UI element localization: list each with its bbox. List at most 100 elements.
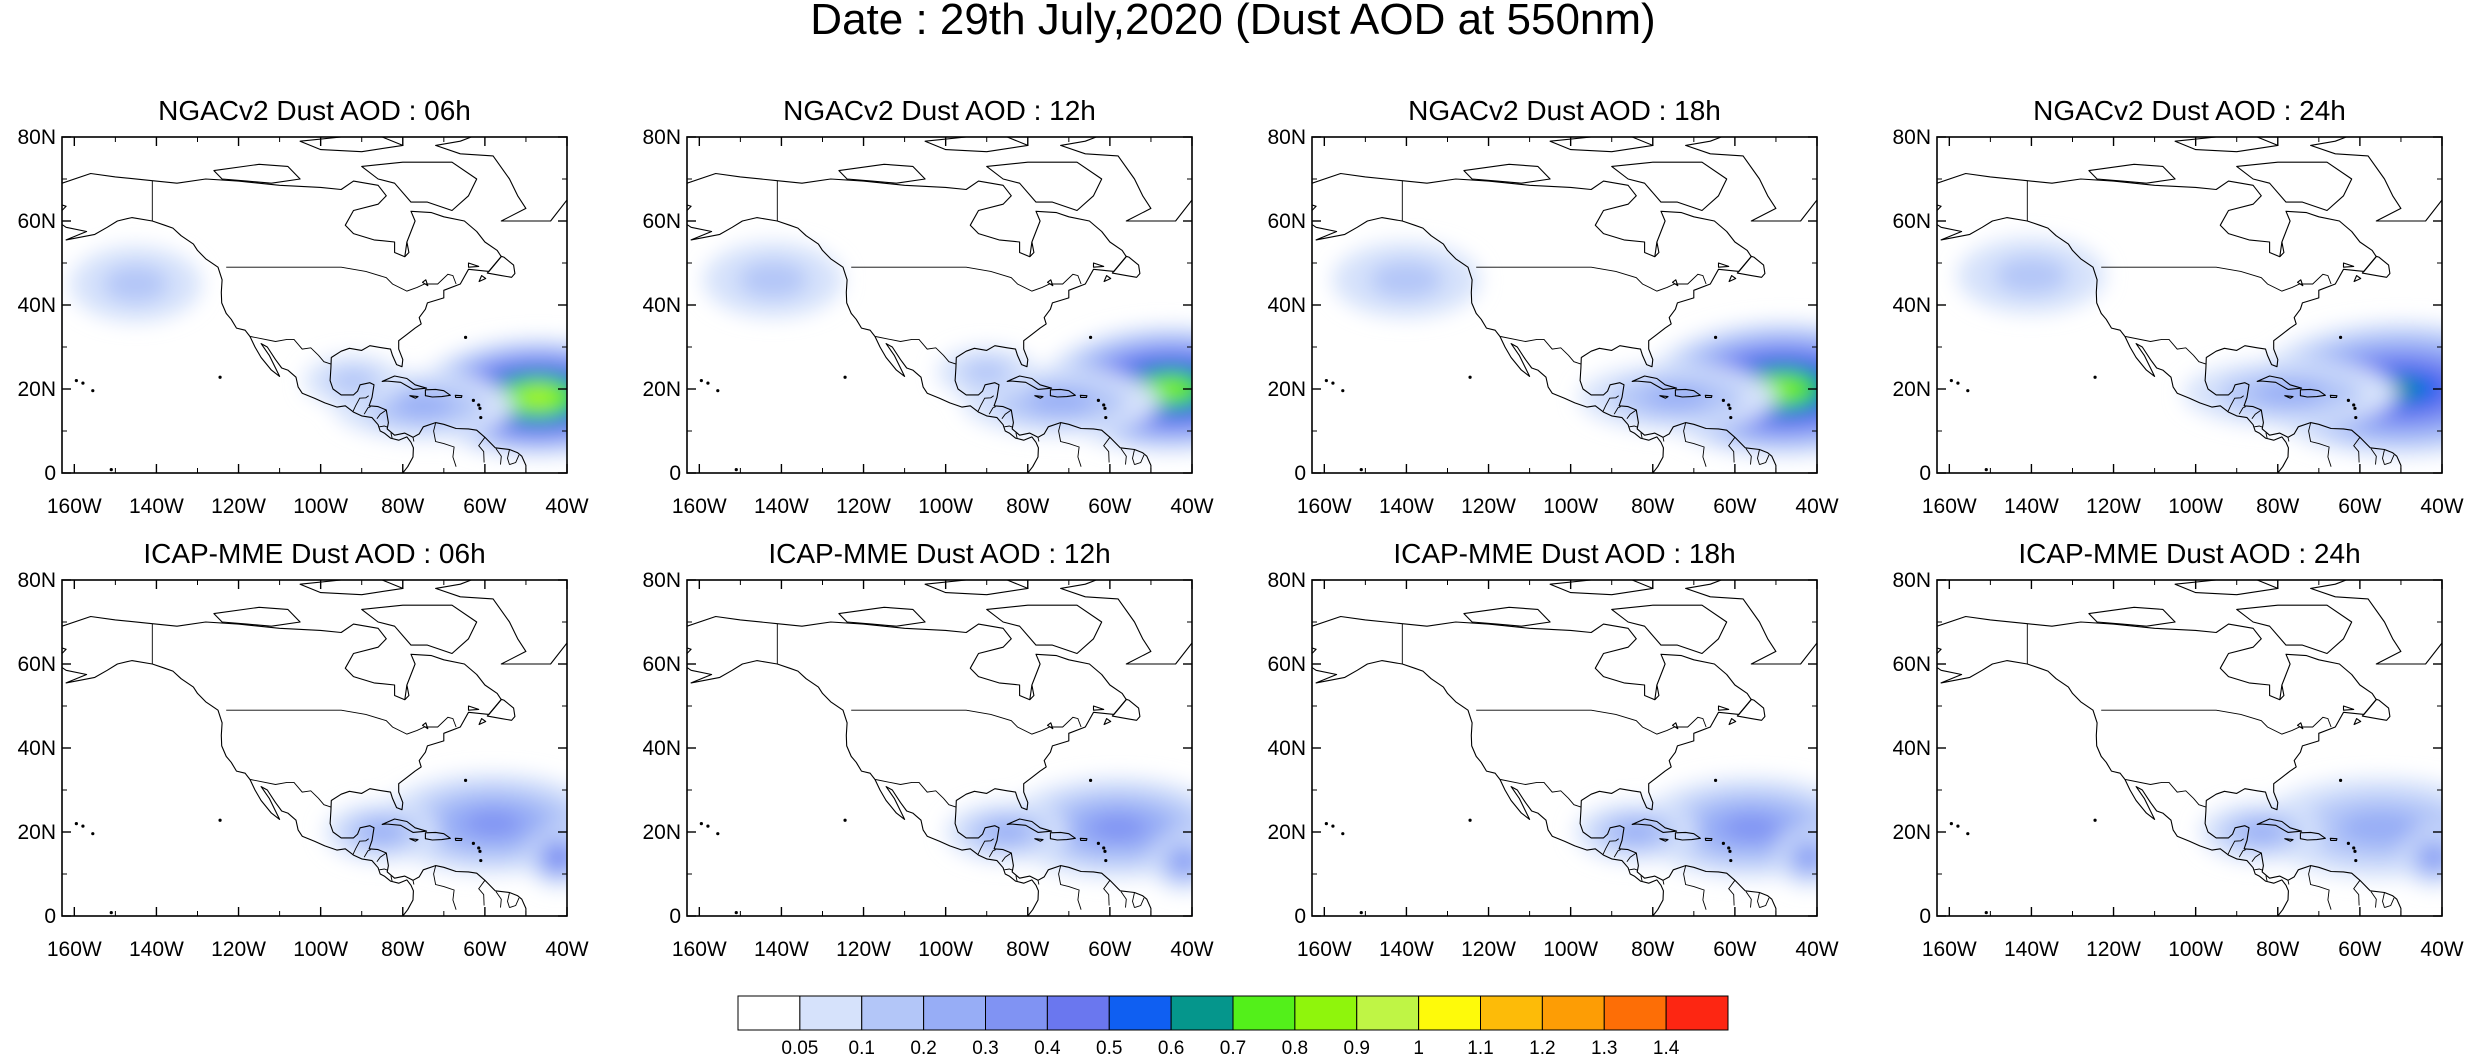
dust-plume	[1175, 854, 1192, 869]
island-outline	[467, 705, 480, 711]
island-outline	[1103, 718, 1112, 726]
axis-ticks: 160W 140W 120W 100W 80W 60W 40W 80N 60N 40N 20N 0	[1267, 569, 1838, 961]
island-outline	[1060, 580, 1192, 665]
axis-ticks: 160W 140W 120W 100W 80W 60W 40W 80N 60N 40N 20N 0	[1892, 126, 2463, 518]
country-border	[1500, 779, 1582, 808]
lat-tick-label: 20N	[642, 378, 681, 401]
panel-title: NGACv2 Dust AOD : 06h	[158, 95, 471, 126]
axis-ticks: 160W 140W 120W 100W 80W 60W 40W 80N 60N 40N 20N 0	[17, 569, 588, 961]
panel-title: NGACv2 Dust AOD : 24h	[2033, 95, 2346, 126]
island-outline	[1079, 394, 1088, 398]
map-area	[1312, 137, 1817, 473]
lat-tick-label: 60N	[1892, 653, 1931, 676]
panel-title: NGACv2 Dust AOD : 12h	[783, 95, 1096, 126]
country-border	[1103, 880, 1111, 906]
country-border	[412, 437, 415, 442]
island-outline	[1463, 606, 1551, 627]
colorbar-label: 1.3	[1591, 1038, 1617, 1056]
island-dot	[843, 375, 847, 379]
axis-ticks: 160W 140W 120W 100W 80W 60W 40W 80N 60N 40N 20N 0	[1267, 126, 1838, 518]
lon-tick-label: 120W	[2086, 495, 2141, 518]
island-dot	[1102, 846, 1106, 850]
island-outline	[435, 580, 567, 665]
lat-tick-label: 80N	[1892, 126, 1931, 149]
dust-plume	[1027, 390, 1094, 413]
country-border	[1745, 448, 1752, 465]
map-panel: NGACv2 Dust AOD : 18h 160W 140W 120W 100W 80W…	[1267, 95, 1838, 518]
island-dot	[1956, 824, 1960, 828]
country-border	[390, 432, 393, 439]
country-border	[376, 852, 387, 863]
island-outline	[1092, 262, 1105, 268]
colorbar-label: 1.1	[1467, 1038, 1493, 1056]
coastlines	[687, 137, 1192, 473]
island-dot	[74, 822, 78, 826]
country-border	[2254, 425, 2263, 428]
island-outline	[1674, 388, 1701, 398]
country-border	[977, 395, 994, 413]
dust-plume	[2254, 382, 2326, 405]
lon-tick-label: 100W	[2168, 938, 2223, 961]
island-dot	[843, 818, 847, 822]
dust-aod-field	[324, 773, 567, 887]
island-outline	[478, 718, 487, 726]
country-border	[379, 425, 388, 428]
island-dot	[479, 858, 483, 863]
country-border	[851, 709, 1082, 735]
lat-tick-label: 60N	[642, 653, 681, 676]
country-border	[1662, 880, 1665, 885]
country-border	[2254, 868, 2263, 871]
lon-tick-label: 160W	[1297, 495, 1352, 518]
island-dot	[1104, 415, 1108, 420]
island-outline	[2236, 604, 2353, 655]
lat-tick-label: 20N	[1892, 378, 1931, 401]
island-outline	[381, 818, 428, 833]
country-border	[2287, 880, 2290, 885]
country-border	[2238, 849, 2246, 858]
country-border	[2308, 422, 2332, 467]
country-border	[1626, 409, 1637, 420]
colorbar-swatch	[861, 995, 925, 1031]
map-area	[687, 137, 1192, 473]
island-outline	[454, 394, 463, 398]
country-border	[2382, 892, 2385, 908]
dust-plume	[2240, 822, 2282, 842]
island-outline	[1049, 388, 1076, 398]
lon-tick-label: 140W	[1379, 495, 1434, 518]
island-dot	[1324, 822, 1328, 826]
lon-tick-label: 40W	[1795, 938, 1838, 961]
map-area	[1312, 580, 1817, 916]
country-border	[363, 849, 371, 858]
lon-tick-label: 160W	[1922, 938, 1977, 961]
island-dot	[699, 379, 703, 383]
island-dot	[1727, 403, 1731, 407]
country-border	[875, 779, 957, 808]
lon-tick-label: 40W	[545, 495, 588, 518]
map-area	[62, 137, 567, 473]
country-border	[2353, 437, 2361, 463]
island-dot	[471, 841, 475, 845]
lat-tick-label: 40N	[17, 737, 56, 760]
lat-tick-label: 80N	[1267, 569, 1306, 592]
lat-tick-label: 40N	[1267, 737, 1306, 760]
island-outline	[424, 831, 451, 841]
lon-tick-label: 100W	[1543, 938, 1598, 961]
lon-tick-label: 40W	[2420, 495, 2463, 518]
coastline	[687, 647, 1039, 916]
colorbar-label: 1.2	[1529, 1038, 1555, 1056]
colorbar-swatch	[1665, 995, 1729, 1031]
country-border	[250, 336, 332, 365]
island-dot	[1468, 818, 1472, 822]
country-border	[1728, 880, 1736, 906]
island-dot	[81, 381, 85, 385]
lon-tick-label: 80W	[2256, 495, 2299, 518]
island-outline	[1631, 818, 1678, 833]
lat-tick-label: 80N	[642, 126, 681, 149]
island-outline	[2329, 837, 2338, 841]
island-outline	[2088, 163, 2176, 184]
island-dot	[91, 389, 95, 393]
island-outline	[1006, 375, 1053, 390]
axis-ticks: 160W 140W 120W 100W 80W 60W 40W 80N 60N 40N 20N 0	[1892, 569, 2463, 961]
dust-plume	[2339, 811, 2422, 845]
